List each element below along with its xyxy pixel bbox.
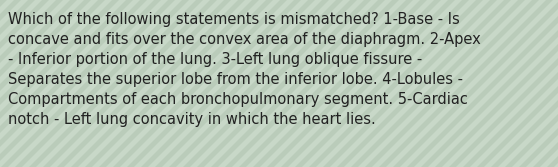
- Polygon shape: [491, 100, 558, 167]
- Polygon shape: [113, 0, 287, 167]
- Polygon shape: [435, 44, 558, 167]
- Polygon shape: [267, 0, 441, 167]
- Polygon shape: [0, 0, 63, 63]
- Polygon shape: [477, 86, 558, 167]
- Polygon shape: [169, 0, 343, 167]
- Polygon shape: [99, 0, 273, 167]
- Polygon shape: [0, 0, 21, 21]
- Polygon shape: [0, 0, 105, 105]
- Polygon shape: [0, 0, 91, 91]
- Polygon shape: [71, 0, 245, 167]
- Polygon shape: [57, 0, 231, 167]
- Polygon shape: [0, 0, 49, 49]
- Polygon shape: [281, 0, 455, 167]
- Polygon shape: [379, 0, 553, 167]
- Polygon shape: [407, 16, 558, 167]
- Text: Which of the following statements is mismatched? 1-Base - Is
concave and fits ov: Which of the following statements is mis…: [8, 12, 481, 127]
- Polygon shape: [1, 0, 175, 167]
- Polygon shape: [0, 0, 119, 119]
- Polygon shape: [141, 0, 315, 167]
- Polygon shape: [351, 0, 525, 167]
- Polygon shape: [253, 0, 427, 167]
- Polygon shape: [393, 2, 558, 167]
- Polygon shape: [309, 0, 483, 167]
- Polygon shape: [505, 114, 558, 167]
- Polygon shape: [127, 0, 301, 167]
- Polygon shape: [29, 0, 203, 167]
- Polygon shape: [463, 72, 558, 167]
- Polygon shape: [0, 0, 161, 161]
- Polygon shape: [155, 0, 329, 167]
- Polygon shape: [533, 142, 558, 167]
- Polygon shape: [449, 58, 558, 167]
- Polygon shape: [239, 0, 413, 167]
- Polygon shape: [421, 30, 558, 167]
- Polygon shape: [0, 0, 77, 77]
- Polygon shape: [0, 0, 147, 147]
- Polygon shape: [519, 128, 558, 167]
- Polygon shape: [197, 0, 371, 167]
- Polygon shape: [183, 0, 357, 167]
- Polygon shape: [15, 0, 189, 167]
- Polygon shape: [0, 0, 7, 7]
- Polygon shape: [295, 0, 469, 167]
- Polygon shape: [0, 0, 35, 35]
- Polygon shape: [43, 0, 217, 167]
- Polygon shape: [225, 0, 399, 167]
- Polygon shape: [0, 0, 133, 133]
- Polygon shape: [547, 156, 558, 167]
- Polygon shape: [323, 0, 497, 167]
- Polygon shape: [211, 0, 385, 167]
- Polygon shape: [365, 0, 539, 167]
- Polygon shape: [85, 0, 259, 167]
- Polygon shape: [337, 0, 511, 167]
